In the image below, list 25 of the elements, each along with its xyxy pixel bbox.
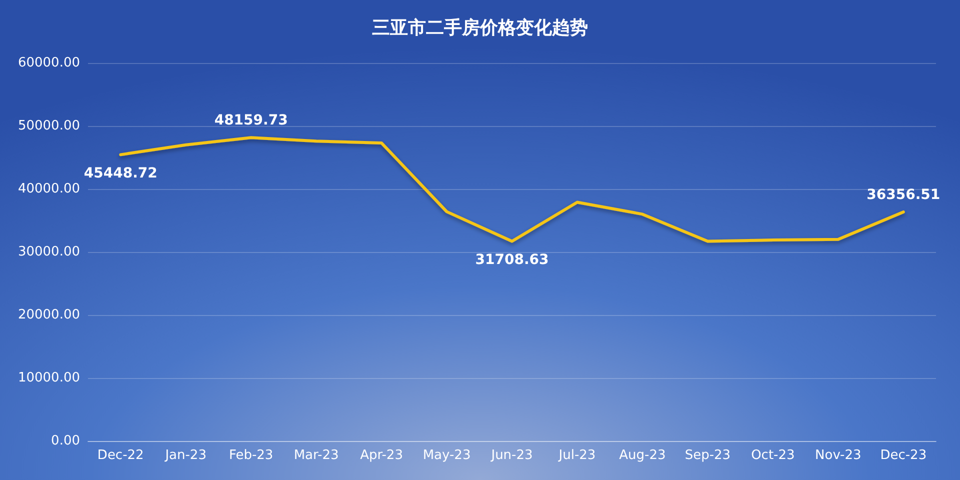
x-tick-label: Oct-23 — [751, 448, 795, 463]
x-tick-label: Nov-23 — [815, 448, 862, 463]
data-label: 45448.72 — [84, 166, 158, 182]
data-label: 48159.73 — [214, 112, 288, 129]
x-tick-label: Apr-23 — [360, 448, 403, 463]
x-tick-label: Jan-23 — [164, 448, 206, 463]
y-tick-label: 10000.00 — [18, 370, 80, 386]
y-tick-label: 40000.00 — [18, 182, 80, 196]
y-tick-label: 30000.00 — [18, 244, 80, 260]
x-tick-label: Jul-23 — [558, 448, 596, 463]
chart-title: 三亚市二手房价格变化趋势 — [372, 18, 588, 38]
x-tick-label: Jun-23 — [490, 448, 533, 463]
x-tick-label: Feb-23 — [228, 448, 274, 463]
x-tick-label: Dec-22 — [97, 448, 144, 463]
y-tick-label: 0.00 — [51, 434, 80, 448]
x-tick-label: Aug-23 — [619, 448, 666, 463]
x-tick-label: Mar-23 — [294, 448, 339, 463]
x-tick-label: Sep-23 — [684, 448, 731, 463]
x-tick-label: Dec-23 — [880, 448, 927, 463]
data-label: 31708.63 — [475, 252, 549, 268]
y-tick-label: 50000.00 — [18, 118, 80, 134]
x-tick-label: May-23 — [422, 448, 471, 463]
y-tick-label: 20000.00 — [18, 308, 80, 322]
y-tick-label: 60000.00 — [18, 56, 80, 70]
data-label: 36356.51 — [866, 186, 940, 203]
